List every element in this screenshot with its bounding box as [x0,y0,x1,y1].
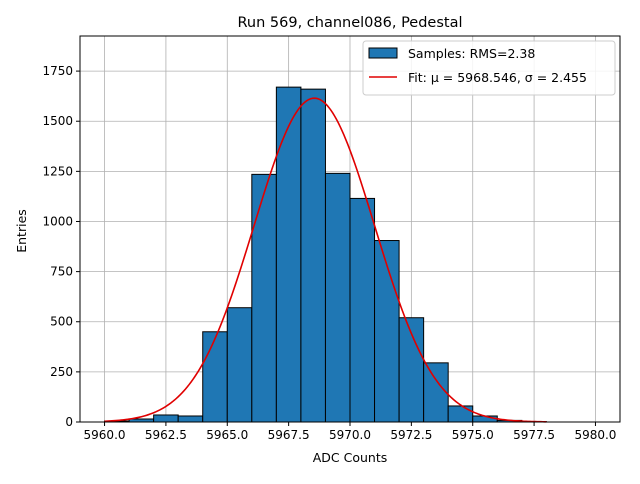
y-tick-label: 1500 [42,114,73,128]
legend-samples-label: Samples: RMS=2.38 [408,46,535,61]
histogram-bar [276,87,301,422]
x-tick-label: 5977.5 [513,428,555,442]
histogram-bar [203,332,228,422]
y-tick-label: 1000 [42,214,73,228]
y-tick-label: 250 [50,365,73,379]
chart-title: Run 569, channel086, Pedestal [237,15,462,31]
y-tick-label: 0 [65,415,73,429]
y-axis-label: Entries [14,209,29,253]
histogram-bar [424,363,449,422]
histogram-bar [375,241,400,422]
y-tick-label: 1250 [42,164,73,178]
x-tick-label: 5967.5 [268,428,310,442]
y-tick-label: 750 [50,265,73,279]
histogram-bar [325,173,350,422]
x-axis-label: ADC Counts [313,450,388,465]
legend-samples-swatch [369,48,397,58]
x-tick-label: 5975.0 [452,428,494,442]
legend: Samples: RMS=2.38 Fit: μ = 5968.546, σ =… [363,41,615,95]
legend-fit-label: Fit: μ = 5968.546, σ = 2.455 [408,70,587,85]
y-tick-label: 1750 [42,64,73,78]
histogram-bar [350,198,375,422]
x-tick-label: 5980.0 [574,428,616,442]
histogram-bar [301,89,326,422]
histogram-bar [227,308,252,422]
x-tick-label: 5962.5 [145,428,187,442]
x-tick-label: 5965.0 [206,428,248,442]
histogram-bar [252,174,277,422]
x-tick-label: 5970.0 [329,428,371,442]
x-tick-label: 5972.5 [390,428,432,442]
histogram-bar [154,415,179,422]
y-tick-label: 500 [50,315,73,329]
x-tick-label: 5960.0 [84,428,126,442]
histogram-bar [178,416,203,422]
histogram-bar [448,406,473,422]
